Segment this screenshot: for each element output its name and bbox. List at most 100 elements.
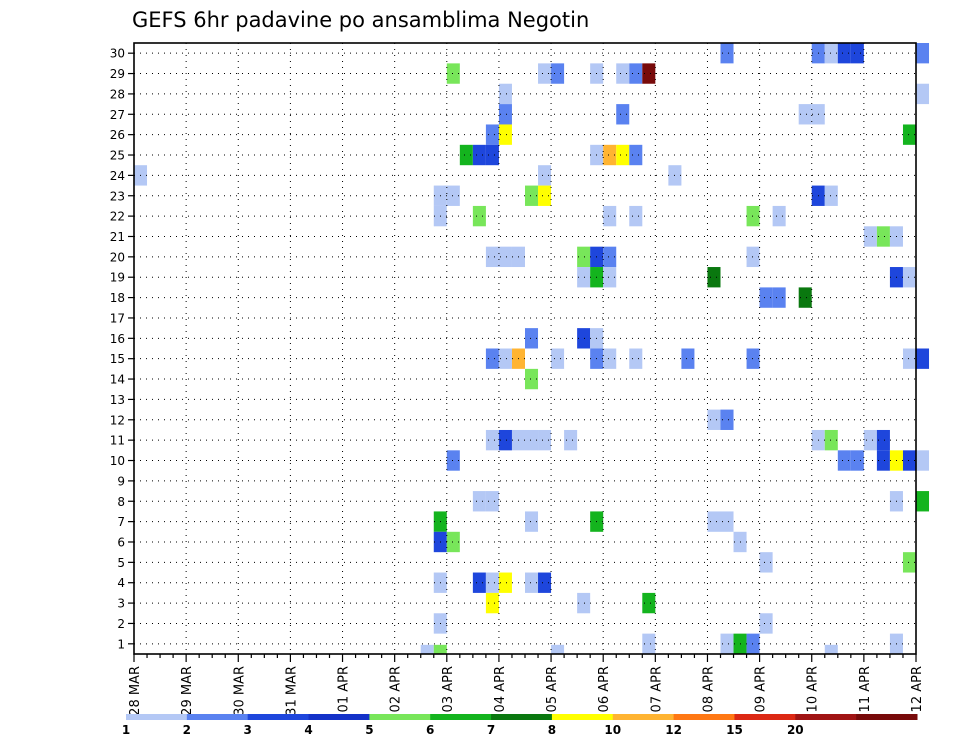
heatmap-cell [629,63,643,84]
y-tick-label: 23 [110,189,125,203]
y-tick-label: 25 [110,149,125,163]
heatmap-cell [902,348,916,369]
heatmap-cell [472,572,486,593]
colorbar-swatch [612,714,675,720]
x-tick-label: 03 APR [441,666,456,712]
heatmap-cell [916,491,930,512]
y-tick-label: 2 [117,617,125,631]
heatmap-cell [485,144,499,166]
x-tick-label: 28 MAR [128,666,143,716]
y-tick-label: 17 [110,311,125,325]
colorbar-label: 5 [365,723,373,737]
colorbar-label: 10 [604,723,621,737]
heatmap-cell [629,144,643,166]
heatmap-cell [616,144,630,166]
heatmap-cell [525,368,539,390]
y-tick-label: 4 [117,576,125,590]
heatmap-cell [538,185,552,206]
heatmap-cell [902,552,916,573]
heatmap-cell [837,43,851,64]
heatmap-cell [485,429,499,451]
heatmap-cell [525,572,539,593]
colorbar-swatch [795,714,857,720]
y-tick-label: 18 [110,291,125,305]
heatmap-cell [850,43,864,64]
heatmap-cell [446,450,460,471]
y-tick-label: 14 [110,373,125,387]
heatmap-cell [525,185,539,206]
heatmap-cell [746,348,760,369]
heatmap-cell [538,63,552,84]
heatmap-cell [876,450,890,471]
heatmap-cell [420,644,434,655]
heatmap-cell [472,144,486,166]
heatmap-cell [707,267,721,288]
heatmap-cell [916,83,930,105]
colorbar-label: 6 [426,723,434,737]
x-tick-label: 08 APR [701,666,716,712]
y-tick-label: 26 [110,128,125,142]
heatmap-cell [538,429,552,451]
heatmap-cell [798,104,812,125]
y-tick-label: 11 [110,434,125,448]
colorbar-label: 15 [726,723,743,737]
heatmap-cell [603,205,617,227]
heatmap-cell [616,104,630,125]
y-tick-label: 27 [110,108,125,122]
colorbar-swatch [734,714,796,720]
heatmap-cell [459,144,473,166]
y-tick-label: 19 [110,271,125,285]
heatmap-cell [916,43,930,64]
y-tick-label: 13 [110,393,125,407]
x-tick-label: 07 APR [649,666,664,712]
y-tick-label: 30 [110,47,125,61]
heatmap-cell [616,63,630,84]
heatmap-cell [485,592,499,614]
heatmap-cell [629,348,643,369]
y-tick-label: 3 [117,597,125,611]
colorbar-label: 8 [548,723,556,737]
colorbar-swatch [126,714,188,720]
heatmap-cell [498,429,512,451]
heatmap-cell [577,267,591,288]
colorbar-swatch [491,714,553,720]
heatmap-cell [538,165,552,186]
heatmap-cell [551,644,565,655]
y-tick-label: 20 [110,250,125,264]
heatmap-cell [538,572,552,593]
heatmap-cell [824,429,838,451]
x-tick-label: 12 APR [910,666,925,712]
y-tick-label: 10 [110,454,125,468]
heatmap-cell [720,633,734,654]
heatmap-cell [720,43,734,64]
heatmap-cell [446,531,460,553]
colorbar-label: 4 [304,723,312,737]
y-axis-ticks: 1234567891011121314151617181920212223242… [110,47,134,651]
heatmap-cell [824,644,838,655]
heatmap-cell [603,348,617,369]
heatmap-cell [485,572,499,593]
heatmap-cell [876,429,890,451]
heatmap-cell [707,511,721,532]
heatmap-cell [863,429,877,451]
colorbar-label: 12 [665,723,682,737]
colorbar-swatch [673,714,735,720]
y-tick-label: 9 [117,474,125,488]
heatmap-cell [642,63,656,84]
colorbar-swatch [369,714,431,720]
heatmap-cell [759,287,773,308]
chart-title: GEFS 6hr padavine po ansamblima Negotin [132,8,589,32]
heatmap-cell [642,592,656,614]
heatmap-cell [746,205,760,227]
heatmap-cell [485,491,499,512]
heatmap-cell [902,124,916,145]
heatmap-cell [707,409,721,430]
y-tick-label: 1 [117,637,125,651]
heatmap-cell [824,185,838,206]
heatmap-cell [551,63,565,84]
y-tick-label: 6 [117,535,125,549]
y-tick-label: 12 [110,413,125,427]
heatmap-cell [603,246,617,268]
colorbar-label: 2 [183,723,191,737]
